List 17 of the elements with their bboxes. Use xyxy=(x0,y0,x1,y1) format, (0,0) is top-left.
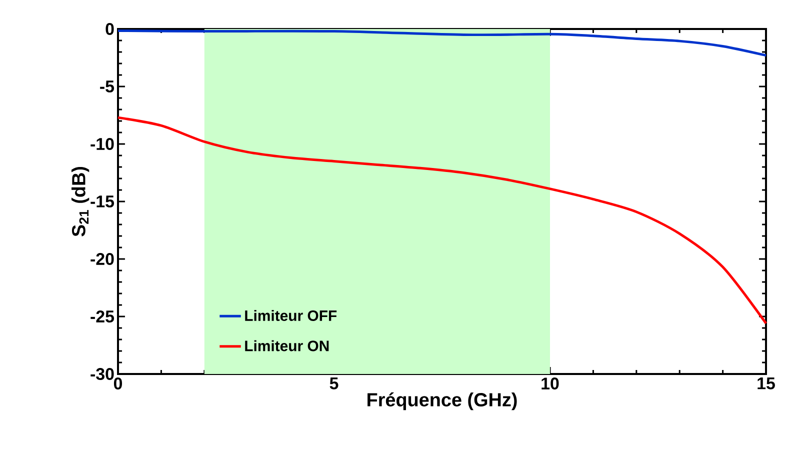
y-tick-label: -30 xyxy=(90,368,114,380)
x-axis-title: Fréquence (GHz) xyxy=(368,392,517,410)
x-tick-label: 5 xyxy=(330,378,338,390)
legend-label: Limiteur OFF xyxy=(245,310,337,321)
x-tick-label: 0 xyxy=(114,378,122,390)
y-tick-label: -15 xyxy=(90,196,114,208)
x-tick-label: 15 xyxy=(758,378,775,390)
y-tick-label: -25 xyxy=(90,310,114,323)
y-tick-label: -20 xyxy=(90,253,114,265)
legend-label: Limiteur ON xyxy=(245,340,329,352)
y-tick-label: -10 xyxy=(90,138,114,150)
line-series xyxy=(116,116,768,325)
y-tick-label: 0 xyxy=(106,23,114,35)
x-tick-label: 10 xyxy=(542,378,559,390)
y-tick-label: -5 xyxy=(100,80,114,92)
line-series xyxy=(116,29,768,57)
y-axis-title: S$_{21}$ (dB) xyxy=(71,166,90,236)
